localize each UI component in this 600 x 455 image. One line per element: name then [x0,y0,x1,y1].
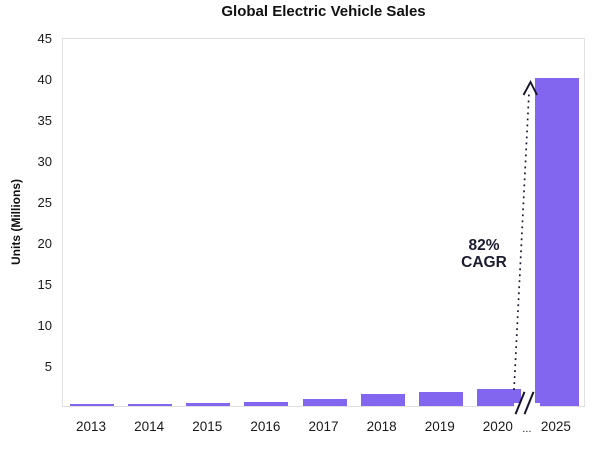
x-tick-label: 2015 [192,419,223,434]
y-tick-label: 35 [37,112,52,128]
y-tick-label: 30 [37,153,52,169]
x-tick-label: 2025 [540,419,571,434]
x-tick-label: 2018 [366,419,397,434]
bar-2014 [128,403,173,406]
cagr-annotation-line2: CAGR [461,253,507,271]
y-tick-label: 40 [37,71,52,87]
y-tick-label: 25 [37,194,52,210]
bar-2020 [476,388,521,406]
bar-2013 [70,404,115,406]
y-tick-label: 45 [37,30,52,46]
y-tick-label: 10 [37,317,52,333]
x-tick-label: 2019 [424,419,455,434]
y-tick-label: 20 [37,235,52,251]
y-tick-label: 15 [37,276,52,292]
bar-2017 [302,398,347,406]
x-tick-label: 2014 [134,419,165,434]
x-tick-label: 2016 [250,419,281,434]
bar-2018 [360,393,405,406]
y-tick-label: 5 [44,358,52,374]
cagr-annotation: 82% CAGR [437,237,531,271]
x-tick-label: 2017 [308,419,339,434]
bar-2016 [244,401,289,406]
cagr-annotation-line1: 82% [468,237,500,254]
chart-title: Global Electric Vehicle Sales [221,3,426,20]
y-axis-label: Units (Millions) [9,179,23,265]
bar-2019 [418,392,463,406]
x-tick-label: 2013 [76,419,107,434]
bar-2015 [186,402,231,406]
x-tick-label: 2020 [482,419,513,434]
plot-area [62,38,585,407]
x-axis-break-label: ... [522,423,532,435]
bar-2025 [534,78,579,406]
